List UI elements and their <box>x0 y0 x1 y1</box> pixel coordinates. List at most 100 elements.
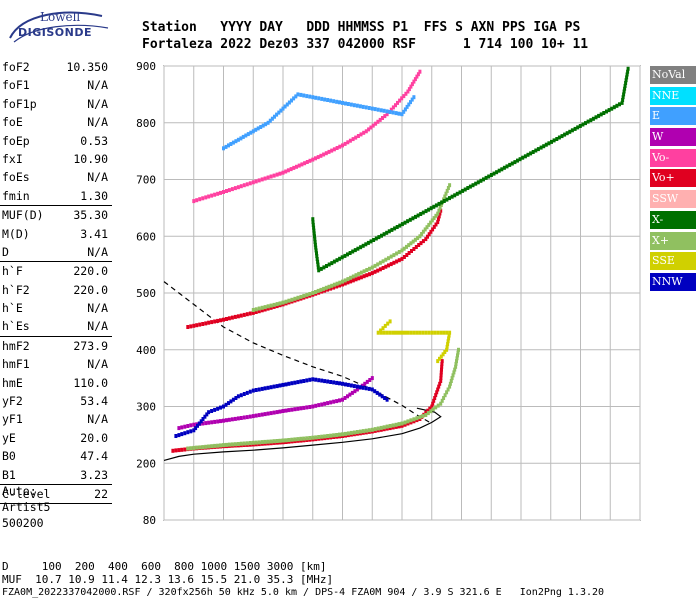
echo-mark <box>299 379 303 384</box>
echo-mark <box>413 77 417 82</box>
separator <box>0 503 112 505</box>
echo-mark <box>272 439 276 444</box>
echo-mark <box>281 438 285 443</box>
echo-mark <box>261 123 265 128</box>
echo-mark <box>415 74 419 79</box>
echo-mark <box>500 167 504 172</box>
echo-mark <box>377 235 381 240</box>
echo-mark <box>405 253 409 257</box>
echo-mark <box>361 429 365 434</box>
echo-mark <box>381 116 384 120</box>
echo-mark <box>313 234 316 239</box>
echo-mark <box>281 170 285 175</box>
echo-mark <box>450 194 454 199</box>
echo-mark <box>406 421 410 426</box>
echo-mark <box>378 260 382 265</box>
echo-mark <box>440 364 444 369</box>
echo-mark <box>398 223 402 228</box>
echo-mark <box>364 428 368 433</box>
echo-mark <box>314 403 318 408</box>
echo-mark <box>367 386 371 391</box>
echo-mark <box>227 143 230 148</box>
echo-mark <box>341 397 344 402</box>
echo-mark <box>354 277 358 282</box>
echo-mark <box>552 138 556 143</box>
legend-item: Vo- <box>650 148 696 167</box>
echo-mark <box>570 128 574 133</box>
echo-mark <box>213 443 217 448</box>
echo-mark <box>597 113 601 118</box>
param-name: hmF1 <box>2 357 30 372</box>
echo-mark <box>284 438 288 443</box>
echo-mark <box>437 214 441 219</box>
echo-mark <box>340 255 344 260</box>
echo-mark <box>254 310 258 314</box>
echo-mark <box>348 392 352 397</box>
echo-mark <box>406 89 410 94</box>
echo-mark <box>436 387 440 392</box>
echo-mark <box>357 276 361 281</box>
echo-mark <box>391 425 395 430</box>
echo-mark <box>365 268 369 272</box>
echo-mark <box>409 100 412 105</box>
echo-mark <box>382 108 386 113</box>
echo-mark <box>319 266 323 271</box>
echo-mark <box>198 322 202 327</box>
echo-mark <box>222 404 225 409</box>
param-row: B0 47.4 <box>0 447 112 465</box>
echo-mark <box>296 406 300 411</box>
header-labels: Station YYYY DAY DDD HHMMSS P1 FFS S AXN… <box>142 20 581 35</box>
echo-mark <box>354 135 358 140</box>
echo-mark <box>198 445 202 450</box>
echo-mark <box>455 356 459 361</box>
echo-mark <box>222 317 225 322</box>
echo-mark <box>621 95 625 100</box>
echo-mark <box>376 119 380 124</box>
echo-mark <box>257 309 261 314</box>
echo-mark <box>427 330 431 335</box>
echo-mark <box>199 419 203 424</box>
param-value: 1.30 <box>80 188 108 203</box>
echo-mark <box>227 442 231 447</box>
echo-mark <box>400 248 404 253</box>
echo-mark <box>445 330 449 335</box>
echo-mark <box>245 441 249 446</box>
echo-mark <box>246 132 250 137</box>
echo-mark <box>315 257 319 261</box>
echo-mark <box>451 373 455 378</box>
echo-mark <box>316 265 320 270</box>
echo-mark <box>225 418 228 423</box>
echo-mark <box>346 382 350 387</box>
echo-mark <box>207 410 211 415</box>
echo-mark <box>359 245 363 250</box>
echo-mark <box>624 81 628 85</box>
echo-mark <box>437 208 441 213</box>
echo-mark <box>379 328 383 333</box>
echo-mark <box>259 125 263 129</box>
echo-mark <box>359 132 363 137</box>
echo-mark <box>442 199 446 203</box>
echo-mark <box>379 108 383 113</box>
echo-mark <box>287 381 291 386</box>
echo-mark <box>362 274 366 279</box>
echo-mark <box>354 273 358 278</box>
param-row: hmE 110.0 <box>0 374 112 392</box>
footer-distance: D 100 200 400 600 800 1000 1500 3000 [km… <box>2 560 327 573</box>
echo-mark <box>476 180 480 185</box>
param-row: foF1 N/A <box>0 76 112 94</box>
echo-mark <box>346 394 349 399</box>
echo-mark <box>302 436 306 441</box>
logo-lowell: Lowell <box>40 10 81 24</box>
param-name: foE <box>2 115 23 130</box>
echo-mark <box>391 330 395 335</box>
echo-mark <box>284 382 288 387</box>
param-row: C-level 22 <box>0 485 112 503</box>
echo-mark <box>395 251 399 256</box>
echo-mark <box>224 402 228 407</box>
echo-mark <box>222 190 225 194</box>
param-name: MUF(D) <box>2 208 44 223</box>
echo-mark <box>195 323 199 328</box>
echo-mark <box>296 295 300 300</box>
y-tick-label: 400 <box>136 344 156 357</box>
echo-mark <box>529 151 533 156</box>
